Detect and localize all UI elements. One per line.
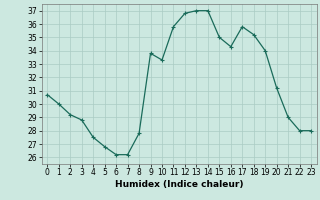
X-axis label: Humidex (Indice chaleur): Humidex (Indice chaleur) — [115, 180, 244, 189]
